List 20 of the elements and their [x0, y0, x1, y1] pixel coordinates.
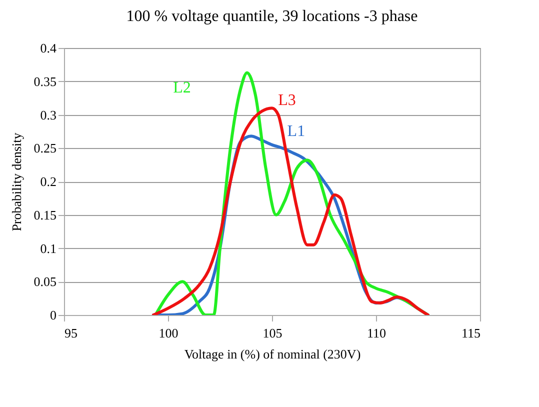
x-axis-title: Voltage in (%) of nominal (230V)	[184, 346, 361, 362]
y-tick-label: 0.25	[34, 140, 56, 156]
x-tick-label: 100	[158, 326, 178, 340]
x-tick-label: 110	[366, 326, 386, 340]
y-tick-label: 0.3	[40, 107, 56, 122]
y-tick-label: 0	[50, 308, 56, 322]
y-tick-label: 0.05	[34, 274, 56, 290]
series-label: L3	[278, 92, 296, 110]
text: L2	[173, 80, 191, 97]
y-tick-label: 0.35	[34, 74, 56, 89]
x-tick-label: 95	[64, 326, 78, 340]
x-tick-label: 115	[461, 326, 480, 340]
y-tick-label: 0.4	[40, 40, 57, 56]
y-tick-label: 0.2	[40, 174, 56, 189]
x-tick-label: 105	[262, 326, 282, 340]
chart-title: 100 % voltage quantile, 39 locations -3 phase	[126, 8, 418, 25]
y-tick-label: 0.1	[40, 240, 56, 256]
y-tick-label: 0.15	[34, 207, 56, 222]
series-label: L1	[287, 123, 306, 140]
y-axis-title: Probability density	[8, 132, 24, 232]
